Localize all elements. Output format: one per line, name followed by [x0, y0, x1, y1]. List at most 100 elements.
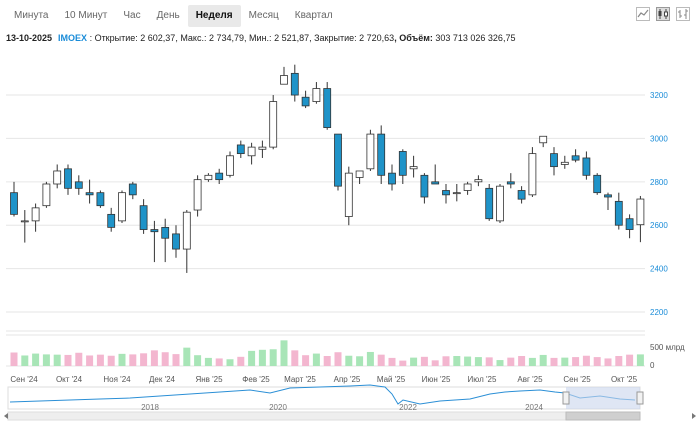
- candle-down[interactable]: [593, 174, 602, 194]
- candle-down[interactable]: [139, 205, 148, 230]
- candle-down[interactable]: [128, 183, 137, 196]
- low-label: , Мин.:: [244, 33, 272, 43]
- candle-up[interactable]: [452, 192, 461, 195]
- tab-0[interactable]: Минута: [14, 10, 49, 21]
- low-value: 2 521,87: [274, 33, 310, 43]
- candle-down[interactable]: [161, 226, 170, 239]
- x-tick-label: Янв '25: [195, 375, 223, 384]
- candle-up[interactable]: [204, 174, 213, 181]
- candle-down[interactable]: [150, 229, 159, 233]
- candle-up[interactable]: [409, 166, 418, 170]
- volume-bar: [140, 353, 148, 366]
- candle-down[interactable]: [420, 174, 429, 198]
- scrollbar-thumb[interactable]: [565, 411, 641, 421]
- candle-down[interactable]: [107, 213, 116, 228]
- candle-down[interactable]: [377, 133, 386, 176]
- candle-down[interactable]: [85, 192, 94, 196]
- candle-down[interactable]: [388, 172, 396, 185]
- candle-up[interactable]: [269, 101, 278, 148]
- volume-bar: [366, 351, 374, 366]
- candle-up[interactable]: [20, 220, 29, 223]
- volume-bar: [129, 354, 137, 366]
- candle-down[interactable]: [301, 96, 310, 107]
- candle-up[interactable]: [226, 155, 234, 176]
- candle-down[interactable]: [604, 194, 612, 198]
- volume-bar: [464, 356, 472, 366]
- candle-up[interactable]: [31, 207, 40, 222]
- tab-4[interactable]: Неделя: [187, 5, 241, 27]
- candle-down[interactable]: [431, 181, 440, 185]
- candle-down[interactable]: [74, 181, 83, 189]
- candle-up[interactable]: [312, 88, 321, 102]
- tab-6[interactable]: Квартал: [294, 10, 333, 21]
- candle-up[interactable]: [42, 183, 51, 207]
- navigator-handle-left[interactable]: [562, 391, 570, 405]
- volume-bar: [420, 356, 428, 366]
- candle-up[interactable]: [539, 135, 548, 144]
- info-ticker[interactable]: IMOEX: [58, 33, 88, 43]
- volume-bar: [204, 357, 212, 366]
- candle-down[interactable]: [517, 190, 526, 200]
- y-tick-label: 3200: [650, 91, 668, 100]
- close-label: , Закрытие:: [309, 33, 357, 43]
- scroll-left-arrow-icon[interactable]: [4, 413, 8, 419]
- candle-up[interactable]: [474, 179, 483, 183]
- candle-up[interactable]: [193, 179, 202, 211]
- candle-down[interactable]: [550, 153, 558, 168]
- y-tick-label: 2200: [650, 308, 668, 317]
- candle-up[interactable]: [528, 153, 537, 196]
- volume-bar: [302, 355, 310, 366]
- candle-down[interactable]: [334, 133, 342, 187]
- volume-bar: [269, 349, 277, 366]
- volume-bar: [150, 350, 158, 366]
- candle-down[interactable]: [290, 72, 299, 96]
- price-chart[interactable]: 2200 2400 2600 2800 3000 3200 500 млрд 0 Сен '24…: [0, 44, 700, 427]
- candle-up[interactable]: [247, 146, 256, 157]
- navigator-handle-right[interactable]: [636, 391, 644, 405]
- candle-up[interactable]: [53, 170, 62, 185]
- bar-chart-icon[interactable]: [676, 7, 690, 21]
- volume-bar: [248, 350, 256, 366]
- candle-up[interactable]: [280, 75, 288, 85]
- candle-down[interactable]: [582, 157, 591, 176]
- volume-bar: [226, 359, 234, 366]
- candle-down[interactable]: [398, 151, 407, 176]
- candle-down[interactable]: [172, 233, 180, 250]
- candlestick-icon[interactable]: [656, 7, 670, 21]
- tab-5[interactable]: Месяц: [248, 10, 279, 21]
- candle-down[interactable]: [571, 155, 580, 161]
- candle-up[interactable]: [496, 185, 504, 222]
- candle-down[interactable]: [215, 172, 224, 181]
- candle-down[interactable]: [614, 200, 623, 226]
- candle-down[interactable]: [485, 187, 494, 220]
- tab-3[interactable]: День: [156, 10, 180, 21]
- scroll-right-arrow-icon[interactable]: [692, 413, 696, 419]
- navigator-selection[interactable]: [566, 387, 640, 409]
- candle-up[interactable]: [355, 170, 364, 178]
- candle-up[interactable]: [344, 172, 353, 217]
- volume-bar: [42, 354, 50, 366]
- candle-up[interactable]: [366, 133, 375, 170]
- candle-down[interactable]: [64, 168, 72, 189]
- candle-up[interactable]: [182, 211, 191, 250]
- tab-1[interactable]: 10 Минут: [64, 10, 108, 21]
- candle-up[interactable]: [636, 198, 645, 226]
- line-chart-icon[interactable]: [636, 7, 650, 21]
- volume-bar: [496, 360, 504, 366]
- candle-up[interactable]: [118, 192, 126, 222]
- candle-down[interactable]: [625, 218, 634, 230]
- candle-down[interactable]: [323, 88, 332, 128]
- candle-up[interactable]: [463, 183, 472, 191]
- x-tick-label: Май '25: [377, 375, 406, 384]
- candle-down[interactable]: [10, 192, 18, 215]
- volume-bar: [356, 356, 364, 366]
- candle-down[interactable]: [236, 144, 245, 155]
- candle-down[interactable]: [442, 190, 450, 196]
- scrollbar-track[interactable]: [7, 411, 641, 421]
- candle-down[interactable]: [506, 181, 515, 185]
- candle-down[interactable]: [96, 192, 105, 207]
- candle-up[interactable]: [560, 161, 569, 165]
- volume-bar: [237, 356, 245, 366]
- candle-up[interactable]: [258, 146, 267, 150]
- tab-2[interactable]: Час: [123, 10, 141, 21]
